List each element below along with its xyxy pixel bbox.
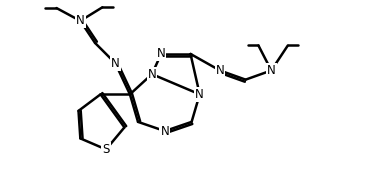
Text: N: N	[161, 125, 169, 138]
Text: N: N	[157, 47, 165, 60]
Text: N: N	[76, 14, 85, 27]
Text: N: N	[111, 57, 120, 70]
Text: N: N	[267, 64, 276, 77]
Text: N: N	[148, 68, 157, 81]
Text: N: N	[195, 88, 204, 101]
Text: S: S	[102, 143, 110, 156]
Text: N: N	[215, 64, 224, 77]
